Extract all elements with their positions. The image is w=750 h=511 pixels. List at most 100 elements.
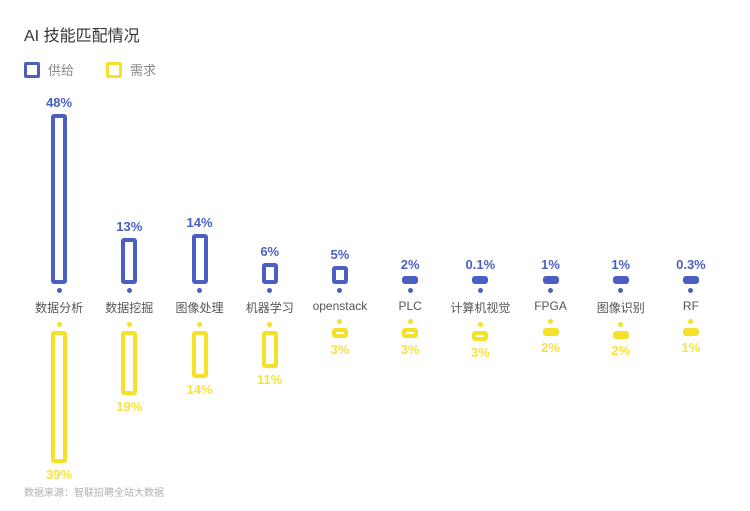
category-label-wrap: 图像识别 <box>586 293 656 322</box>
demand-value-label: 2% <box>611 343 630 358</box>
category-label: 机器学习 <box>246 299 294 316</box>
supply-value-label: 14% <box>186 215 212 230</box>
category-label: 计算机视觉 <box>450 299 510 316</box>
demand-dot-icon <box>337 319 342 324</box>
category-label: PLC <box>398 299 421 313</box>
chart-column: 13% 数据挖掘 19% <box>94 93 164 495</box>
supply-bar <box>613 276 629 284</box>
demand-region: 3% <box>375 319 445 479</box>
legend-label-demand: 需求 <box>130 60 156 79</box>
supply-value-label: 48% <box>46 95 72 110</box>
demand-region: 14% <box>164 322 234 482</box>
demand-bar <box>262 331 278 368</box>
demand-region: 3% <box>305 319 375 479</box>
supply-region: 0.1% <box>445 93 515 293</box>
chart-column: 6% 机器学习 11% <box>235 93 305 495</box>
demand-region: 2% <box>515 319 585 479</box>
legend-item-demand: 需求 <box>106 60 156 79</box>
chart-column: 0.1% 计算机视觉 3% <box>445 93 515 495</box>
chart-title: AI 技能匹配情况 <box>24 22 726 46</box>
chart-column: 1% FPGA 2% <box>515 93 585 495</box>
category-label: RF <box>683 299 699 313</box>
chart-columns: 48% 数据分析 39% 13% 数据挖掘 19% 14% 图像处理 14% 6% 机器学习 11% 5… <box>24 93 726 495</box>
supply-bar <box>683 276 699 284</box>
demand-dot-icon <box>478 322 483 327</box>
demand-bar <box>472 331 488 341</box>
chart-area: 48% 数据分析 39% 13% 数据挖掘 19% 14% 图像处理 14% 6% 机器学习 11% 5… <box>24 93 726 495</box>
supply-value-label: 13% <box>116 219 142 234</box>
demand-dot-icon <box>127 322 132 327</box>
chart-column: 14% 图像处理 14% <box>164 93 234 495</box>
supply-region: 13% <box>94 93 164 293</box>
category-label-wrap: 机器学习 <box>235 293 305 322</box>
demand-dot-icon <box>688 319 693 324</box>
demand-dot-icon <box>57 322 62 327</box>
demand-bar <box>121 331 137 395</box>
demand-value-label: 3% <box>471 345 490 360</box>
demand-dot-icon <box>197 322 202 327</box>
supply-region: 0.3% <box>656 93 726 293</box>
category-label-wrap: FPGA <box>515 293 585 319</box>
demand-bar <box>543 328 559 336</box>
legend-swatch-supply <box>24 62 40 78</box>
chart-column: 1% 图像识别 2% <box>586 93 656 495</box>
category-label: 图像处理 <box>176 299 224 316</box>
demand-bar <box>192 331 208 378</box>
demand-region: 11% <box>235 322 305 482</box>
source-prefix: 数据来源： <box>24 488 74 499</box>
demand-bar <box>332 328 348 338</box>
legend-label-supply: 供给 <box>48 60 74 79</box>
supply-bar <box>262 263 278 284</box>
demand-value-label: 1% <box>682 340 701 355</box>
demand-region: 3% <box>445 322 515 482</box>
supply-region: 6% <box>235 93 305 293</box>
category-label-wrap: openstack <box>305 293 375 319</box>
demand-bar <box>683 328 699 336</box>
demand-region: 2% <box>586 322 656 482</box>
category-label: openstack <box>313 299 368 313</box>
category-label: 图像识别 <box>597 299 645 316</box>
demand-region: 19% <box>94 322 164 482</box>
demand-bar <box>613 331 629 339</box>
category-label: FPGA <box>534 299 567 313</box>
demand-value-label: 2% <box>541 340 560 355</box>
demand-bar <box>402 328 418 338</box>
category-label: 数据分析 <box>35 299 83 316</box>
supply-value-label: 1% <box>541 257 560 272</box>
category-label-wrap: RF <box>656 293 726 319</box>
supply-region: 1% <box>515 93 585 293</box>
category-label: 数据挖掘 <box>105 299 153 316</box>
demand-value-label: 3% <box>401 342 420 357</box>
demand-dot-icon <box>618 322 623 327</box>
data-source: 数据来源：智联招聘全站大数据 <box>24 484 164 499</box>
supply-region: 14% <box>164 93 234 293</box>
supply-region: 1% <box>586 93 656 293</box>
supply-value-label: 0.1% <box>466 257 496 272</box>
supply-bar <box>543 276 559 284</box>
supply-bar <box>402 276 418 284</box>
supply-value-label: 5% <box>331 247 350 262</box>
demand-value-label: 39% <box>46 467 72 482</box>
legend-item-supply: 供给 <box>24 60 74 79</box>
demand-dot-icon <box>408 319 413 324</box>
source-text: 智联招聘全站大数据 <box>74 488 164 499</box>
supply-bar <box>472 276 488 284</box>
category-label-wrap: 图像处理 <box>164 293 234 322</box>
chart-column: 0.3% RF 1% <box>656 93 726 495</box>
supply-bar <box>121 238 137 284</box>
supply-bar <box>192 234 208 284</box>
supply-value-label: 6% <box>260 244 279 259</box>
demand-value-label: 3% <box>331 342 350 357</box>
demand-region: 1% <box>656 319 726 479</box>
supply-value-label: 0.3% <box>676 257 706 272</box>
chart-column: 48% 数据分析 39% <box>24 93 94 495</box>
supply-region: 2% <box>375 93 445 293</box>
demand-value-label: 11% <box>257 372 282 387</box>
demand-dot-icon <box>548 319 553 324</box>
category-label-wrap: 数据挖掘 <box>94 293 164 322</box>
supply-value-label: 2% <box>401 257 420 272</box>
supply-value-label: 1% <box>611 257 630 272</box>
demand-value-label: 14% <box>186 382 212 397</box>
category-label-wrap: 数据分析 <box>24 293 94 322</box>
supply-region: 48% <box>24 93 94 293</box>
